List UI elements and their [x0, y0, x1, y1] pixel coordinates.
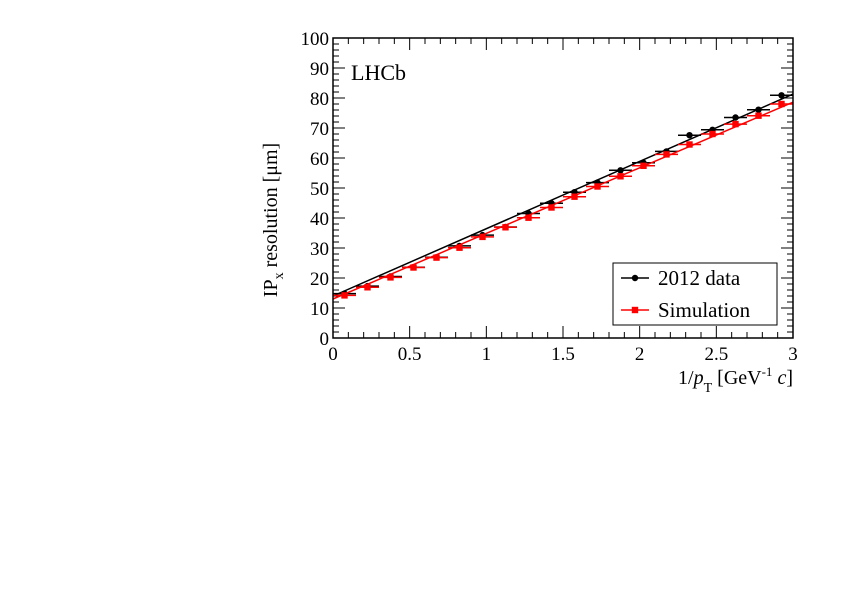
data-point-data — [732, 114, 739, 121]
y-tick-label: 0 — [320, 329, 330, 350]
data-point-simulation — [571, 193, 578, 200]
y-tick-label: 80 — [310, 89, 329, 110]
legend-marker-simulation — [631, 306, 639, 314]
x-tick-label: 3 — [788, 344, 798, 365]
data-point-simulation — [686, 141, 693, 148]
x-tick-label: 1.5 — [551, 344, 575, 365]
x-tick-label: 0 — [328, 344, 338, 365]
axis-ticks — [332, 37, 794, 339]
data-point-simulation — [387, 274, 394, 281]
data-point-simulation — [341, 292, 348, 299]
data-point-simulation — [433, 254, 440, 261]
y-tick-label: 70 — [310, 119, 329, 140]
data-point-simulation — [548, 204, 555, 211]
x-tick-label: 0.5 — [398, 344, 422, 365]
y-axis-title-subscript: x — [272, 272, 287, 279]
data-point-data — [686, 132, 693, 139]
tick-labels: 0 10 20 30 40 50 60 70 80 90 100 0 0.5 1 1.5 2 2.5 3 — [301, 29, 798, 365]
x-tick-label: 2.5 — [704, 344, 728, 365]
y-tick-label: 50 — [310, 179, 329, 200]
x-tick-label: 1 — [482, 344, 492, 365]
y-tick-label: 40 — [310, 209, 329, 230]
data-point-simulation — [732, 120, 739, 128]
legend-box — [612, 262, 778, 326]
x-axis-title-unit-close: ] — [786, 367, 793, 389]
y-tick-label: 30 — [310, 239, 329, 260]
data-point-data — [778, 92, 785, 99]
data-point-simulation — [640, 162, 647, 169]
data-point-simulation — [594, 183, 601, 190]
x-axis-title-variable: p — [692, 367, 704, 389]
x-axis-title-prefix: 1/ — [678, 367, 694, 389]
x-tick-label: 2 — [635, 344, 645, 365]
data-point-simulation — [456, 244, 463, 251]
legend: 2012 data Simulation — [612, 262, 778, 326]
fit-line-simulation — [332, 101, 794, 300]
fit-line-data — [332, 93, 794, 297]
data-point-data — [617, 167, 624, 174]
y-axis-title: IPx resolution [μm] — [260, 143, 287, 297]
y-tick-label: 60 — [310, 149, 329, 170]
x-axis-title: 1/pT [GeV-1 c] — [678, 364, 793, 396]
data-point-simulation — [479, 233, 486, 241]
x-axis-title-unit-superscript: -1 — [762, 364, 773, 379]
data-point-simulation — [709, 130, 716, 138]
legend-label-data: 2012 data — [658, 266, 741, 290]
legend-label-simulation: Simulation — [658, 298, 751, 322]
y-tick-label: 100 — [301, 29, 330, 50]
data-point-simulation — [778, 100, 785, 108]
data-point-simulation — [663, 151, 670, 158]
data-point-simulation — [617, 173, 624, 180]
y-axis-title-main: IP — [260, 279, 282, 297]
legend-marker-data — [631, 274, 639, 282]
y-tick-label: 20 — [310, 269, 329, 290]
x-axis-title-unit-open: [GeV — [712, 367, 762, 389]
series-layer — [332, 92, 794, 300]
y-axis-title-rest: resolution [μm] — [260, 143, 282, 273]
data-point-simulation — [755, 112, 762, 119]
data-point-simulation — [364, 284, 371, 291]
data-point-simulation — [525, 214, 532, 221]
x-axis-title-unit-variable: c — [772, 367, 786, 389]
y-tick-label: 90 — [310, 59, 329, 80]
x-axis-title-subscript: T — [704, 381, 713, 396]
data-point-simulation — [502, 224, 509, 231]
plot-frame — [332, 37, 794, 339]
experiment-label: LHCb — [351, 60, 406, 85]
data-point-data — [755, 106, 762, 113]
series-simulation — [332, 100, 794, 300]
data-point-simulation — [410, 264, 417, 271]
y-tick-label: 10 — [310, 299, 329, 320]
